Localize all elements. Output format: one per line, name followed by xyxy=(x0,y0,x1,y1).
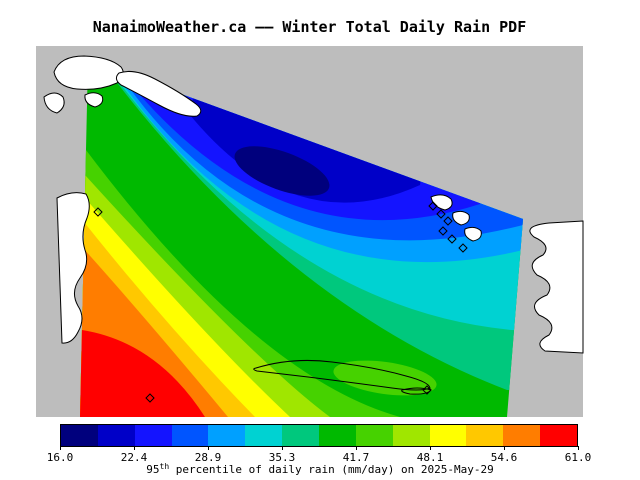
station-marker-diamond xyxy=(436,209,446,219)
contour-band-14-maximum xyxy=(80,330,205,417)
colorbar xyxy=(60,424,578,447)
caption-superscript: th xyxy=(159,462,170,471)
caption-text: percentile of daily rain (mm/day) on 202… xyxy=(169,463,494,476)
coastlines xyxy=(43,55,584,395)
colorbar-cell xyxy=(319,425,356,446)
colorbar-cell xyxy=(429,425,467,446)
caption-number: 95 xyxy=(146,463,160,476)
contour-band-1-minimum xyxy=(234,146,330,196)
colorbar-cell xyxy=(208,425,246,446)
station-marker-diamond xyxy=(428,201,438,211)
colorbar-cell xyxy=(503,425,541,446)
colorbar-cell xyxy=(355,425,393,446)
colorbar-cell xyxy=(171,425,209,446)
coastline-islet-east-1 xyxy=(430,194,453,211)
station-marker-diamond xyxy=(145,393,155,403)
coastline-island-nw-2 xyxy=(115,71,202,117)
station-marker-diamond xyxy=(93,207,103,217)
coastline-island-nw-3 xyxy=(84,92,104,108)
plot-title: NanaimoWeather.ca —— Winter Total Daily … xyxy=(92,18,527,36)
station-markers xyxy=(93,201,468,403)
coastline-east-mainland xyxy=(529,220,584,354)
station-marker-diamond xyxy=(458,243,468,253)
coastline-island-nw-4 xyxy=(43,92,65,114)
colorbar-cell xyxy=(97,425,135,446)
colorbar-cell xyxy=(61,425,98,446)
station-marker-diamond xyxy=(443,216,453,226)
coastline-islet-east-2 xyxy=(452,210,470,226)
station-marker-diamond xyxy=(422,385,432,395)
coastline-islet-east-3 xyxy=(464,226,482,242)
coastline-south-islet xyxy=(401,387,432,395)
colorbar-cell xyxy=(466,425,504,446)
coastline-south-island xyxy=(253,359,431,391)
station-marker-diamond xyxy=(447,234,457,244)
colorbar-cell xyxy=(540,425,578,446)
colorbar-cell xyxy=(245,425,283,446)
coastline-west-shore xyxy=(56,192,90,344)
colorbar-cell xyxy=(282,425,320,446)
colorbar-cell xyxy=(392,425,430,446)
contour-band-9-patch xyxy=(333,360,437,396)
station-marker-diamond xyxy=(438,226,448,236)
colorbar-cell xyxy=(134,425,172,446)
colorbar-caption: 95th percentile of daily rain (mm/day) o… xyxy=(0,462,640,476)
